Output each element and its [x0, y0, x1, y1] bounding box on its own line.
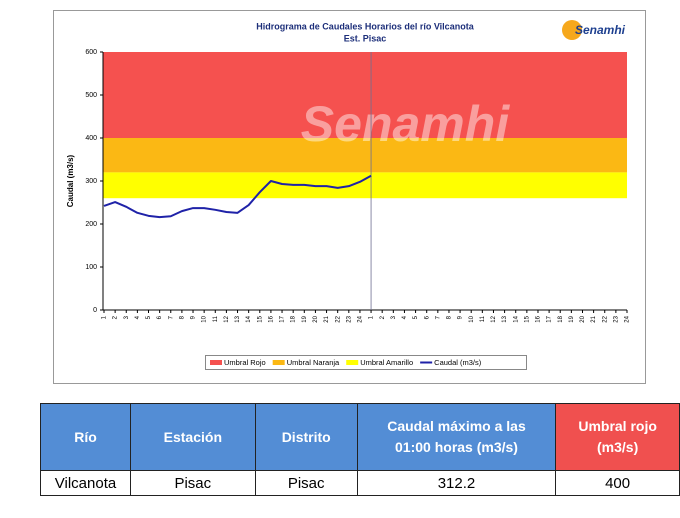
x-tick-label: 1	[102, 315, 108, 319]
x-tick-label: 17	[547, 315, 553, 322]
x-tick-label: 12	[224, 315, 230, 322]
series-line	[103, 174, 372, 219]
logo: Senamhi	[575, 23, 626, 37]
x-tick-label: 3	[124, 315, 130, 319]
x-tick-label: 4	[402, 315, 408, 319]
y-tick-label: 200	[85, 221, 97, 228]
cell: Pisac	[254, 470, 358, 496]
legend-label: Umbral Rojo	[224, 358, 266, 367]
x-tick-label: 22	[602, 315, 608, 322]
header-cell: Río	[40, 403, 131, 471]
chart: Senamhi Senamhi Hidrograma de Caudales H…	[53, 10, 646, 384]
cell: Pisac	[130, 470, 256, 496]
table: Río Estación Distrito Caudal máximo a la…	[40, 403, 680, 496]
threshold-band	[103, 138, 627, 173]
x-tick-label: 15	[257, 315, 263, 322]
chart-subtitle: Est. Pisac	[344, 33, 387, 43]
x-tick-label: 22	[335, 315, 341, 322]
x-tick-label: 9	[191, 315, 197, 319]
x-tick-label: 24	[625, 315, 631, 322]
x-tick-label: 8	[447, 315, 453, 319]
threshold-band	[103, 172, 627, 199]
x-tick-label: 19	[569, 315, 575, 322]
header-cell: Distrito	[254, 403, 358, 471]
legend-swatch	[272, 360, 285, 365]
y-tick-label: 100	[85, 264, 97, 271]
x-tick-label: 1	[369, 315, 375, 319]
x-tick-label: 16	[536, 315, 542, 322]
y-tick-label: 600	[85, 49, 97, 56]
x-tick-label: 23	[346, 315, 352, 322]
x-tick-label: 12	[491, 315, 497, 322]
x-tick-label: 16	[268, 315, 274, 322]
header-cell: Caudal máximo a las 01:00 horas (m3/s)	[356, 403, 557, 471]
y-tick-label: 500	[85, 92, 97, 99]
x-tick-label: 13	[235, 315, 241, 322]
x-tick-label: 23	[613, 315, 619, 322]
logo-icon	[562, 20, 582, 40]
y-tick-label: 0	[93, 307, 97, 314]
x-tick-label: 14	[246, 315, 252, 322]
x-tick-label: 20	[313, 315, 319, 322]
x-tick-label: 14	[513, 315, 519, 322]
y-tick-label: 400	[85, 135, 97, 142]
cell: Vilcanota	[40, 470, 131, 496]
y-tick-label: 300	[85, 178, 97, 185]
legend-label: Caudal (m3/s)	[434, 358, 482, 367]
x-tick-label: 3	[391, 315, 397, 319]
legend-swatch	[346, 360, 359, 365]
legend-swatch	[210, 360, 222, 365]
threshold-band	[103, 52, 627, 138]
x-tick-label: 11	[213, 315, 219, 322]
x-tick-label: 13	[502, 315, 508, 322]
x-tick-label: 15	[524, 315, 530, 322]
x-tick-label: 24	[358, 315, 364, 322]
x-tick-label: 8	[179, 315, 185, 319]
x-tick-label: 19	[302, 315, 308, 322]
x-tick-label: 18	[291, 315, 297, 322]
header-row: Río Estación Distrito Caudal máximo a la…	[40, 403, 680, 471]
x-tick-label: 21	[324, 315, 330, 322]
x-tick-label: 2	[380, 315, 386, 319]
y-axis-label: Caudal (m3/s)	[66, 154, 75, 207]
x-tick-label: 10	[469, 315, 475, 322]
x-tick-label: 7	[435, 315, 441, 319]
cell: 400	[555, 470, 680, 496]
x-tick-label: 7	[168, 315, 174, 319]
x-tick-label: 6	[424, 315, 430, 319]
x-tick-label: 4	[135, 315, 141, 319]
x-tick-label: 5	[146, 315, 152, 319]
x-tick-label: 20	[580, 315, 586, 322]
header-cell: Estación	[130, 403, 256, 471]
legend-box	[205, 355, 527, 370]
cell: 312.2	[356, 470, 557, 496]
watermark: Senamhi	[301, 96, 511, 152]
x-tick-label: 11	[480, 315, 486, 322]
x-tick-label: 2	[113, 315, 119, 319]
x-tick-label: 18	[558, 315, 564, 322]
header-cell: Umbral rojo (m3/s)	[555, 403, 680, 471]
x-tick-label: 5	[413, 315, 419, 319]
data-row: Vilcanota Pisac Pisac 312.2 400	[40, 470, 680, 496]
x-tick-label: 21	[591, 315, 597, 322]
legend-label: Umbral Naranja	[287, 358, 340, 367]
x-tick-label: 10	[202, 315, 208, 322]
x-tick-label: 6	[157, 315, 163, 319]
chart-title: Hidrograma de Caudales Horarios del río …	[256, 21, 474, 31]
legend-label: Umbral Amarillo	[360, 358, 413, 367]
x-tick-label: 9	[458, 315, 464, 319]
x-tick-label: 17	[280, 315, 286, 322]
